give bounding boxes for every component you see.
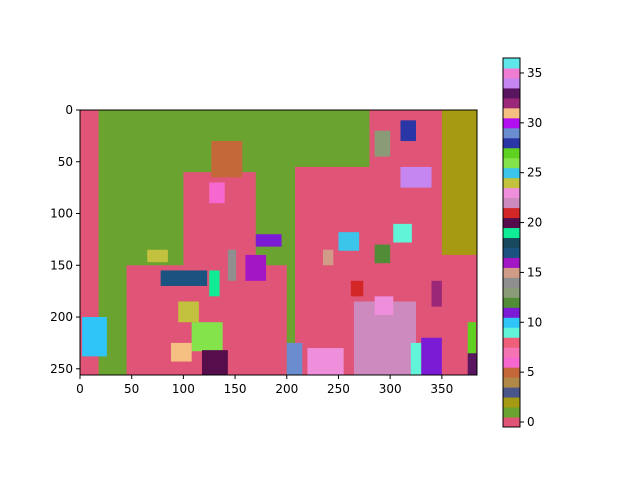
segmentation-image	[80, 110, 477, 375]
colorbar-frame	[502, 57, 521, 428]
region-label-25	[338, 232, 360, 251]
region-label-26	[191, 322, 223, 352]
colorbar-segment-3	[503, 387, 520, 398]
region-label-9	[393, 223, 412, 243]
x-tick-label: 0	[76, 382, 84, 396]
y-tick-label: 200	[50, 310, 73, 324]
colorbar-axis: 0 5 10 15 20 25 30 35	[520, 66, 542, 429]
colorbar-tick-label: 15	[527, 265, 542, 279]
colorbar-segment-21	[503, 207, 520, 219]
colorbar-segment-27	[503, 147, 520, 159]
colorbar-segment-34	[503, 77, 520, 89]
region-label-6	[209, 182, 225, 204]
colorbar-segment-20	[503, 217, 520, 229]
colorbar-tick-label: 35	[527, 66, 542, 80]
region-label-21	[350, 280, 364, 297]
colorbar-segment-22	[503, 197, 520, 209]
colorbar-segment-6	[503, 357, 520, 368]
colorbar-segment-1	[503, 407, 520, 418]
colorbar-segment-15	[503, 267, 520, 278]
colorbar-segment-18	[503, 237, 520, 248]
y-tick-label: 250	[50, 362, 73, 376]
colorbar-segment-35	[503, 67, 520, 79]
x-tick-label: 150	[224, 382, 247, 396]
colorbar-segment-14	[503, 277, 520, 288]
x-tick-label: 350	[430, 382, 453, 396]
colorbar-segment-29	[503, 127, 520, 139]
x-tick-label: 50	[124, 382, 139, 396]
region-label-32	[431, 280, 442, 307]
x-tick-label: 200	[275, 382, 298, 396]
region-label-27	[467, 322, 476, 359]
region-label-23	[307, 348, 344, 375]
colorbar-tick-label: 10	[527, 315, 542, 329]
colorbar-segment-23	[503, 187, 520, 199]
colorbar-tick-label: 0	[527, 415, 535, 429]
region-label-12	[374, 244, 391, 264]
colorbar-segment-33	[503, 87, 520, 99]
region-label-11	[255, 234, 282, 247]
colorbar-segment-7	[503, 347, 520, 358]
colorbar-segment-11	[503, 307, 520, 318]
region-label-15	[322, 249, 334, 266]
y-tick-label: 100	[50, 207, 73, 221]
region-label-23	[374, 296, 394, 315]
colorbar-segment-24	[503, 177, 520, 189]
region-label-10	[82, 317, 107, 357]
region-label-2	[441, 110, 477, 255]
colorbar-segment-5	[503, 367, 520, 378]
colorbar-segment-8	[503, 337, 520, 348]
colorbar-segment-32	[503, 97, 520, 109]
colorbar-segment-4	[503, 377, 520, 388]
region-label-13	[374, 130, 391, 157]
colorbar-segment-25	[503, 167, 520, 179]
colorbar-tick-label: 30	[527, 116, 542, 130]
image-frame	[79, 109, 478, 376]
region-label-33	[467, 353, 477, 375]
region-label-14	[227, 249, 237, 281]
region-label-11	[421, 337, 442, 375]
colorbar-segment-13	[503, 287, 520, 298]
colorbar-tick-label: 5	[527, 365, 535, 379]
colorbar-segment-17	[503, 247, 520, 258]
colorbar-segment-16	[503, 257, 520, 268]
colorbar-tick-label: 20	[527, 216, 542, 230]
colorbar-tick-label: 25	[527, 166, 542, 180]
y-tick-label: 0	[65, 103, 73, 117]
colorbar-segment-10	[503, 317, 520, 328]
x-tick-label: 100	[172, 382, 195, 396]
region-label-24	[178, 301, 199, 323]
region-label-9	[410, 342, 422, 375]
colorbar-segment-2	[503, 397, 520, 408]
colorbar-segment-30	[503, 117, 520, 129]
region-label-24	[147, 249, 168, 263]
x-tick-label: 300	[379, 382, 402, 396]
region-label-28	[400, 120, 417, 142]
y-axis: 0 50 100 150 200 250	[50, 103, 80, 376]
region-label-20	[201, 350, 228, 375]
region-label-29	[286, 342, 303, 375]
region-label-17	[160, 270, 208, 286]
y-tick-label: 50	[58, 155, 73, 169]
colorbar-segment-12	[503, 297, 520, 308]
colorbar	[503, 58, 520, 428]
region-label-31	[170, 342, 192, 362]
colorbar-segment-26	[503, 157, 520, 169]
colorbar-segment-36	[503, 58, 520, 69]
colorbar-segment-28	[503, 137, 520, 149]
colorbar-segment-0	[503, 417, 520, 428]
region-label-16	[245, 254, 267, 281]
colorbar-segment-19	[503, 227, 520, 239]
region-label-5	[211, 141, 243, 178]
x-axis: 0 50 100 150 200 250 300 350	[76, 375, 453, 396]
colorbar-segment-9	[503, 327, 520, 338]
x-tick-label: 250	[327, 382, 350, 396]
region-label-0	[80, 110, 99, 375]
y-tick-label: 150	[50, 258, 73, 272]
colorbar-segment-31	[503, 107, 520, 119]
region-label-34	[400, 166, 432, 188]
region-label-19	[209, 270, 220, 297]
